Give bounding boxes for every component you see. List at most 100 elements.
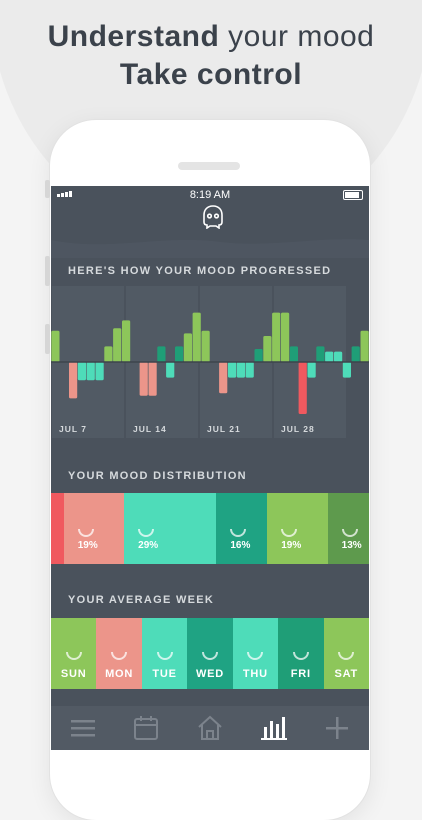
distribution-percent: 19% (77, 540, 98, 551)
mood-face-icon (341, 529, 358, 537)
mood-bar (104, 346, 113, 362)
mood-bar (86, 362, 95, 381)
week-label: JUL 28 (281, 424, 315, 434)
weekday-tue[interactable]: TUE (141, 618, 188, 689)
distribution-segment-great[interactable]: 19% (267, 493, 328, 564)
mood-bar (113, 328, 122, 362)
week-label: JUL 7 (59, 424, 87, 434)
weekday-sun[interactable]: SUN (51, 618, 97, 689)
header-wave (51, 239, 369, 258)
mood-face-icon (111, 652, 128, 660)
mood-bar (157, 346, 166, 362)
mood-bar (316, 346, 325, 362)
weekday-label: SAT (334, 668, 359, 680)
tab-menu[interactable] (63, 708, 103, 748)
tab-add[interactable] (317, 708, 357, 748)
mood-bar (334, 351, 343, 362)
calendar-icon (134, 716, 159, 740)
mood-face-icon (281, 529, 298, 537)
home-icon (198, 715, 222, 740)
phone-volume-down (45, 324, 50, 354)
mood-bar (351, 346, 360, 362)
menu-icon (70, 720, 95, 737)
mood-bar (183, 333, 192, 362)
mood-face-icon (201, 652, 218, 660)
mood-bar (254, 349, 263, 362)
weekday-sat[interactable]: SAT (323, 618, 369, 689)
week-section-title: YOUR AVERAGE WEEK (68, 594, 215, 606)
marketing-headline: Understand your mood Take control (0, 18, 422, 94)
mood-bar (228, 362, 237, 378)
tab-calendar[interactable] (126, 708, 166, 748)
weekday-label: WED (195, 668, 225, 680)
phone-mute-switch (45, 180, 50, 198)
mood-face-icon (156, 652, 173, 660)
mood-bar (298, 362, 307, 414)
weekday-label: THU (242, 668, 268, 680)
mood-progress-chart: JUL 7 JUL 14 JUL 21 JUL 28 (51, 286, 369, 438)
distribution-percent: 13% (341, 540, 362, 551)
mood-bar (95, 362, 104, 381)
weekday-label: MON (105, 668, 134, 680)
distribution-section-title: YOUR MOOD DISTRIBUTION (68, 470, 247, 482)
mood-bar (139, 362, 148, 396)
phone-volume-up (45, 256, 50, 286)
mood-bar (236, 362, 245, 378)
tab-stats[interactable] (254, 708, 294, 748)
app-screen: 8:19 AM HERE'S HOW YOUR MOOD PROGRESSED … (51, 186, 369, 750)
mascot-logo-icon (203, 205, 223, 229)
status-bar: 8:19 AM (51, 186, 369, 204)
weekday-thu[interactable]: THU (232, 618, 279, 689)
week-label: JUL 21 (207, 424, 241, 434)
battery-icon (343, 190, 363, 200)
mood-face-icon (247, 652, 264, 660)
mood-bar (69, 362, 78, 399)
add-icon (326, 717, 349, 739)
distribution-percent: 29% (138, 540, 159, 551)
weekday-mon[interactable]: MON (96, 618, 142, 689)
mood-bar (51, 330, 60, 362)
tab-home[interactable] (190, 708, 230, 748)
phone-speaker (178, 162, 240, 170)
mood-face-icon (292, 652, 309, 660)
mood-bar (272, 312, 281, 362)
weekday-label: FRI (290, 668, 311, 680)
mood-face-icon (65, 652, 82, 660)
mood-bar (263, 336, 272, 362)
status-time: 8:19 AM (189, 189, 231, 201)
weekday-fri[interactable]: FRI (278, 618, 324, 689)
mood-bar (192, 312, 201, 362)
mood-bar (360, 330, 369, 362)
mood-bar (122, 320, 131, 362)
distribution-segment-okay[interactable]: 29% (124, 493, 217, 564)
mood-face-icon (77, 529, 94, 537)
tab-bar (51, 706, 369, 750)
mood-bar (148, 362, 157, 396)
average-week-row: SUN MON TUE WED THU FRI SAT (51, 618, 369, 689)
headline-line2: Take control (119, 58, 303, 91)
distribution-segment-bad[interactable]: 19% (63, 493, 125, 564)
week-label: JUL 14 (133, 424, 167, 434)
weekday-wed[interactable]: WED (187, 618, 233, 689)
mood-bar (307, 362, 316, 378)
mood-bar (325, 351, 334, 362)
signal-icon (57, 191, 72, 197)
mood-bar (245, 362, 254, 378)
headline-rest: your mood (219, 20, 375, 53)
distribution-segment-awful[interactable] (51, 493, 64, 564)
distribution-percent: 19% (281, 540, 302, 551)
distribution-segment-good[interactable]: 16% (216, 493, 268, 564)
mood-distribution-bar: 19% 29% 16% 19% 13% (51, 493, 369, 564)
mood-bar (77, 362, 86, 381)
mood-face-icon (338, 652, 355, 660)
mood-bar (201, 330, 210, 362)
mood-bar (166, 362, 175, 378)
mood-bar (219, 362, 228, 394)
weekday-label: TUE (152, 668, 177, 680)
distribution-segment-great-dark[interactable]: 13% (327, 493, 369, 564)
mood-bar (289, 346, 298, 362)
mood-bar (281, 312, 290, 362)
mood-face-icon (230, 529, 247, 537)
mood-bar (342, 362, 351, 378)
progress-section-title: HERE'S HOW YOUR MOOD PROGRESSED (68, 265, 332, 277)
